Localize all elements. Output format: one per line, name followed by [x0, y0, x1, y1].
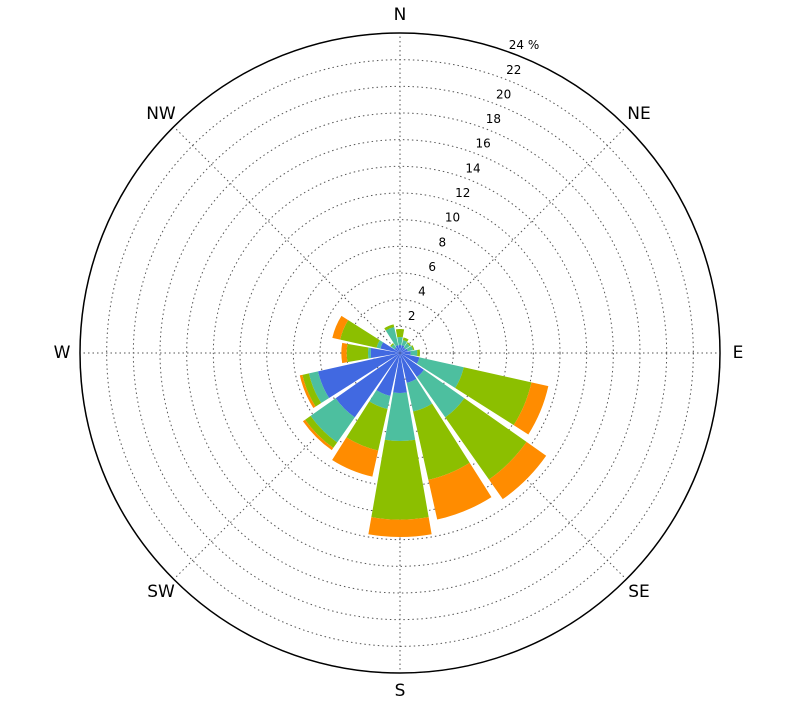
bar-segment	[400, 353, 420, 364]
r-tick-label: 4	[418, 285, 426, 299]
bar-segment	[371, 439, 429, 520]
grid-ring	[266, 219, 534, 487]
r-tick-label: 22	[506, 63, 521, 77]
bar-segment	[400, 353, 417, 383]
grid-spoke	[173, 126, 401, 354]
bar-segment	[310, 398, 355, 443]
bar-segment	[384, 324, 395, 331]
bar-segment	[346, 343, 369, 363]
r-tick-label: 2	[408, 309, 416, 323]
bar-segment	[395, 329, 405, 338]
angle-label: N	[394, 5, 407, 25]
bar-segment	[335, 353, 400, 418]
bar-segment	[332, 437, 379, 477]
bar-segment	[402, 337, 409, 342]
bar-segment	[368, 517, 432, 537]
r-tick-label: 18	[486, 112, 501, 126]
bar-segment	[391, 344, 397, 350]
bar-segment	[401, 339, 408, 347]
angle-label: S	[395, 681, 406, 701]
bar-segment	[302, 373, 322, 407]
grid-ring	[212, 165, 588, 541]
outer-ring	[79, 32, 721, 674]
bar-segment	[416, 369, 465, 418]
grid-ring	[239, 192, 561, 514]
bar-segment	[376, 340, 384, 349]
r-tick-label: 6	[428, 260, 436, 274]
angle-label: SE	[628, 582, 650, 602]
bar-segment	[428, 462, 492, 520]
grid-spoke	[399, 126, 627, 354]
bar-segment	[400, 347, 406, 353]
bar-segment	[406, 345, 414, 352]
r-tick-label: 8	[439, 235, 447, 249]
angle-label: E	[733, 343, 744, 363]
r-tick-label: 20	[496, 87, 511, 101]
bar-segment	[380, 342, 400, 353]
bar-segment	[397, 337, 403, 346]
bar-segment	[410, 350, 418, 356]
bar-segment	[445, 398, 527, 480]
bar-segment	[400, 345, 405, 353]
bar-segment	[346, 401, 388, 451]
bar-segment	[369, 390, 391, 409]
grid-spoke	[399, 352, 627, 580]
bar-segment	[398, 345, 402, 353]
bar-segment	[302, 419, 334, 451]
bar-segment	[403, 343, 410, 350]
bar-segment	[395, 345, 400, 353]
bar-segment	[340, 320, 380, 348]
grid-ring	[186, 139, 614, 567]
bar-segment	[488, 441, 547, 500]
bar-segment	[332, 315, 349, 340]
r-tick-label: 14	[465, 161, 480, 175]
bar-segment	[406, 378, 433, 412]
angle-label: SW	[147, 582, 175, 602]
bar-segment	[367, 347, 372, 359]
bar-segment	[400, 353, 424, 377]
r-tick-label: 24 %	[509, 38, 540, 52]
bar-segment	[455, 367, 532, 426]
bar-segment	[318, 353, 400, 399]
bar-segment	[411, 345, 415, 351]
bar-segment	[370, 347, 400, 359]
bar-segment	[384, 392, 416, 441]
bar-segment	[406, 342, 411, 347]
bar-segment	[308, 371, 330, 404]
bar-segment	[394, 347, 400, 353]
bar-segment	[299, 374, 316, 409]
bar-segment	[416, 357, 464, 389]
angle-label: NE	[627, 104, 650, 124]
bar-segment	[413, 403, 470, 480]
grid-spoke	[173, 352, 401, 580]
bar-segment	[513, 382, 549, 435]
bar-segment	[376, 353, 400, 396]
bar-segment	[341, 342, 348, 364]
bar-segment	[390, 343, 394, 347]
r-tick-label: 16	[476, 137, 491, 151]
bar-segment	[393, 353, 407, 393]
bar-segment	[305, 415, 338, 448]
angle-label: NW	[146, 104, 176, 124]
r-tick-label: 12	[455, 186, 470, 200]
bar-segment	[400, 351, 411, 355]
angle-label: W	[54, 343, 71, 363]
bar-segment	[417, 349, 420, 357]
bar-segment	[385, 326, 399, 347]
grid-ring	[319, 272, 481, 434]
r-tick-label: 10	[445, 211, 460, 225]
bar-segment	[400, 348, 408, 353]
